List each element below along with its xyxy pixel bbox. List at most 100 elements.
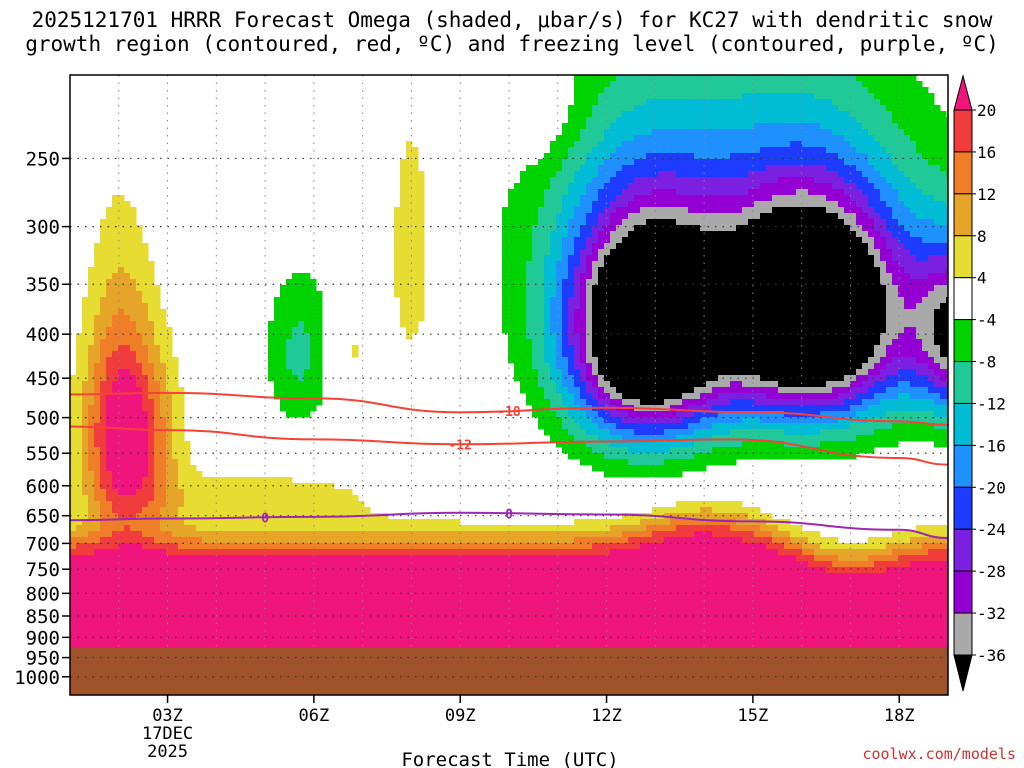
omega-cell xyxy=(682,261,689,268)
omega-cell xyxy=(520,297,527,304)
omega-cell xyxy=(724,417,731,424)
omega-cell xyxy=(610,375,617,382)
omega-cell xyxy=(286,387,293,394)
omega-cell xyxy=(136,399,143,406)
omega-cell xyxy=(820,255,827,262)
omega-cell xyxy=(928,231,935,238)
omega-cell xyxy=(94,291,101,298)
omega-cell xyxy=(532,297,539,304)
omega-cell xyxy=(730,177,737,184)
omega-cell xyxy=(604,135,611,142)
omega-cell xyxy=(760,249,767,256)
omega-cell xyxy=(814,315,821,322)
omega-cell xyxy=(658,201,665,208)
omega-cell xyxy=(112,297,119,304)
omega-cell xyxy=(298,387,305,394)
omega-cell xyxy=(838,213,845,220)
omega-cell xyxy=(640,159,647,166)
omega-cell xyxy=(658,297,665,304)
omega-cell xyxy=(712,345,719,352)
omega-cell xyxy=(568,279,575,286)
omega-cell xyxy=(880,357,887,364)
omega-cell xyxy=(820,393,827,400)
omega-cell xyxy=(538,315,545,322)
omega-cell xyxy=(778,123,785,130)
omega-cell xyxy=(820,363,827,370)
omega-cell xyxy=(850,183,857,190)
omega-cell xyxy=(826,207,833,214)
omega-cell xyxy=(502,261,509,268)
omega-cell xyxy=(856,213,863,220)
omega-cell xyxy=(550,363,557,370)
omega-cell xyxy=(748,105,755,112)
omega-cell xyxy=(676,375,683,382)
omega-cell xyxy=(610,213,617,220)
omega-cell xyxy=(634,189,641,196)
omega-cell xyxy=(664,99,671,106)
omega-cell xyxy=(544,297,551,304)
omega-cell xyxy=(760,129,767,136)
omega-cell xyxy=(682,165,689,172)
omega-cell xyxy=(286,411,293,418)
omega-cell xyxy=(544,249,551,256)
omega-cell xyxy=(760,177,767,184)
omega-cell xyxy=(520,303,527,310)
omega-cell xyxy=(946,135,948,142)
omega-cell xyxy=(628,351,635,358)
omega-cell xyxy=(670,153,677,160)
omega-cell xyxy=(742,141,749,148)
omega-cell xyxy=(934,129,941,136)
omega-cell xyxy=(754,333,761,340)
omega-cell xyxy=(730,333,737,340)
omega-cell xyxy=(568,135,575,142)
omega-cell xyxy=(796,147,803,154)
omega-cell xyxy=(646,225,653,232)
omega-cell xyxy=(910,129,917,136)
omega-cell xyxy=(520,285,527,292)
omega-cell xyxy=(502,279,509,286)
omega-cell xyxy=(808,405,815,412)
omega-cell xyxy=(910,189,917,196)
omega-cell xyxy=(700,135,707,142)
omega-cell xyxy=(718,387,725,394)
omega-cell xyxy=(406,141,413,148)
omega-cell xyxy=(688,225,695,232)
omega-cell xyxy=(514,321,521,328)
omega-cell xyxy=(820,381,827,388)
omega-cell xyxy=(574,135,581,142)
omega-cell xyxy=(724,201,731,208)
omega-cell xyxy=(148,363,155,370)
omega-cell xyxy=(778,171,785,178)
omega-cell xyxy=(838,327,845,334)
omega-cell xyxy=(718,225,725,232)
omega-cell xyxy=(562,195,569,202)
omega-cell xyxy=(742,309,749,316)
omega-cell xyxy=(670,399,677,406)
omega-cell xyxy=(706,351,713,358)
omega-cell xyxy=(880,219,887,226)
omega-cell xyxy=(88,375,95,382)
omega-cell xyxy=(580,141,587,148)
omega-cell xyxy=(898,75,905,82)
omega-cell xyxy=(742,249,749,256)
omega-cell xyxy=(538,363,545,370)
omega-cell xyxy=(670,165,677,172)
omega-cell xyxy=(790,123,797,130)
omega-cell xyxy=(304,333,311,340)
omega-cell xyxy=(934,369,941,376)
omega-cell xyxy=(586,273,593,280)
omega-cell xyxy=(874,345,881,352)
omega-cell xyxy=(892,357,899,364)
omega-cell xyxy=(676,333,683,340)
omega-cell xyxy=(748,399,755,406)
omega-cell xyxy=(646,135,653,142)
omega-cell xyxy=(268,345,275,352)
omega-cell xyxy=(658,333,665,340)
omega-cell xyxy=(910,219,917,226)
omega-cell xyxy=(268,321,275,328)
omega-cell xyxy=(856,363,863,370)
omega-cell xyxy=(520,177,527,184)
omega-cell xyxy=(904,255,911,262)
omega-cell xyxy=(94,267,101,274)
omega-cell xyxy=(784,237,791,244)
